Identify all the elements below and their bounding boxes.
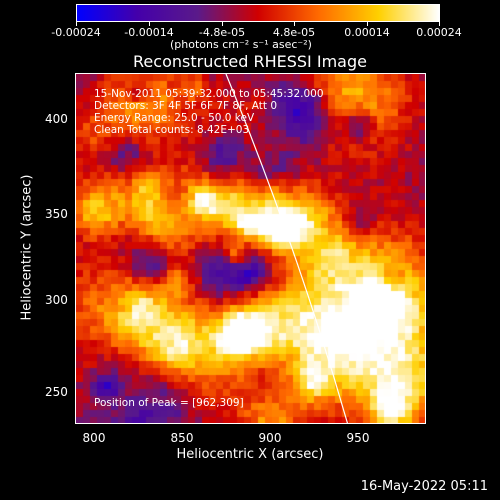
- y-tick: 400: [45, 112, 68, 126]
- y-axis-label: Heliocentric Y (arcsec): [19, 174, 35, 321]
- timestamp: 16-May-2022 05:11: [360, 479, 488, 494]
- annotation-peak: Position of Peak = [962,309]: [94, 397, 244, 409]
- y-tick: 300: [45, 293, 68, 307]
- colorbar-tick: -0.00014: [124, 26, 174, 39]
- x-tick: 800: [82, 431, 106, 445]
- limb-curve: [225, 74, 349, 423]
- rhessi-image: 15-Nov-2011 05:39:32.000 to 05:45:32.000…: [75, 73, 426, 424]
- annotation-time: 15-Nov-2011 05:39:32.000 to 05:45:32.000: [94, 88, 324, 100]
- image-heatmap: [76, 74, 425, 423]
- colorbar-tick: 0.00014: [344, 26, 390, 39]
- colorbar: [76, 4, 440, 22]
- colorbar-tick: 0.00024: [416, 26, 462, 39]
- x-tick: 950: [346, 431, 370, 445]
- y-tick: 250: [45, 385, 68, 399]
- x-axis-label: Heliocentric X (arcsec): [176, 447, 324, 462]
- colorbar-tick: -4.8e-05: [198, 26, 246, 39]
- annotation-energy: Energy Range: 25.0 - 50.0 keV: [94, 112, 255, 124]
- colorbar-tick: 4.8e-05: [272, 26, 316, 39]
- x-tick: 850: [170, 431, 194, 445]
- colorbar-units: (photons cm⁻² s⁻¹ asec⁻²): [170, 38, 312, 51]
- annotation-clean: Clean Total counts: 8.42E+03: [94, 124, 250, 136]
- y-tick: 350: [45, 207, 68, 221]
- annotation-detectors: Detectors: 3F 4F 5F 6F 7F 8F, Att 0: [94, 100, 278, 112]
- x-tick: 900: [258, 431, 282, 445]
- colorbar-tick: -0.00024: [51, 26, 101, 39]
- plot-title: Reconstructed RHESSI Image: [133, 52, 367, 71]
